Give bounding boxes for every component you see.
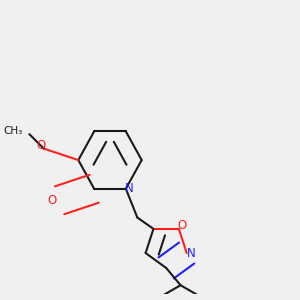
Text: O: O — [177, 220, 186, 232]
Text: N: N — [125, 182, 134, 195]
Text: O: O — [48, 194, 57, 207]
Text: CH₃: CH₃ — [3, 126, 22, 136]
Text: O: O — [36, 139, 46, 152]
Text: N: N — [187, 247, 195, 260]
